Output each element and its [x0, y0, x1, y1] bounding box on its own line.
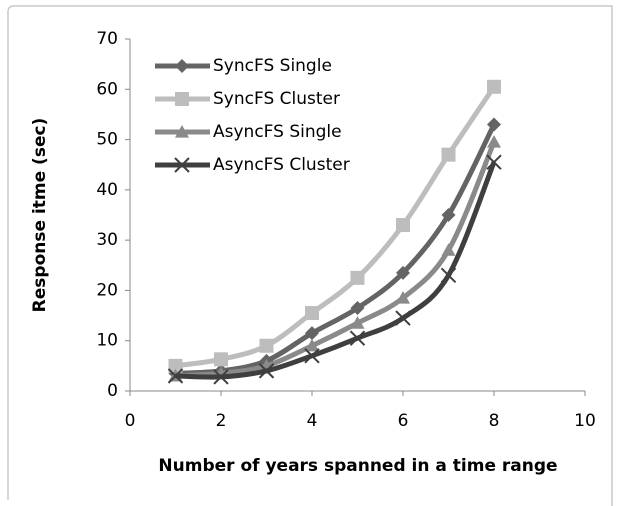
- marker: [174, 157, 190, 173]
- y-tick-label: 50: [96, 130, 118, 150]
- marker: [175, 92, 189, 106]
- y-tick-label: 60: [96, 79, 118, 99]
- marker: [396, 290, 410, 304]
- marker: [305, 338, 319, 352]
- x-tick-label: 8: [489, 411, 500, 431]
- legend-label: SyncFS Single: [213, 56, 332, 76]
- marker: [350, 270, 365, 285]
- marker: [487, 117, 501, 132]
- x-tick-label: 10: [574, 411, 596, 431]
- marker: [258, 363, 275, 379]
- marker: [305, 306, 319, 321]
- line: [175, 141, 497, 379]
- marker: [175, 125, 189, 138]
- marker: [441, 243, 456, 256]
- marker: [213, 369, 229, 385]
- y-tick-label: 10: [96, 331, 118, 351]
- marker: [350, 316, 365, 329]
- marker: [396, 218, 410, 233]
- marker: [440, 267, 457, 284]
- line: [175, 161, 497, 380]
- marker: [487, 135, 501, 148]
- marker: [396, 265, 410, 280]
- marker: [486, 154, 502, 170]
- marker: [214, 352, 228, 367]
- y-tick-label: 70: [96, 29, 118, 49]
- marker: [175, 59, 189, 73]
- y-tick-label: 30: [96, 230, 118, 250]
- marker: [487, 79, 501, 94]
- x-tick-label: 4: [307, 411, 318, 431]
- chart-frame: [7, 5, 613, 506]
- marker: [305, 326, 319, 341]
- legend-label: AsyncFS Cluster: [213, 155, 350, 175]
- marker: [441, 208, 456, 222]
- y-tick-label: 0: [107, 381, 118, 401]
- marker: [395, 310, 411, 326]
- marker: [167, 368, 184, 384]
- x-tick-label: 2: [216, 411, 227, 431]
- x-tick-label: 0: [125, 411, 136, 431]
- y-axis-title: Response itme (sec): [30, 118, 50, 313]
- legend-label: AsyncFS Single: [213, 122, 342, 142]
- marker: [350, 301, 365, 316]
- legend-label: SyncFS Cluster: [213, 89, 340, 109]
- marker: [441, 147, 456, 162]
- marker: [304, 348, 320, 364]
- x-axis-title: Number of years spanned in a time range: [158, 456, 557, 476]
- y-tick-label: 20: [96, 280, 118, 300]
- marker: [349, 330, 366, 346]
- x-tick-label: 6: [398, 411, 409, 431]
- marker: [168, 358, 183, 373]
- y-tick-label: 40: [96, 180, 118, 200]
- marker: [259, 338, 274, 353]
